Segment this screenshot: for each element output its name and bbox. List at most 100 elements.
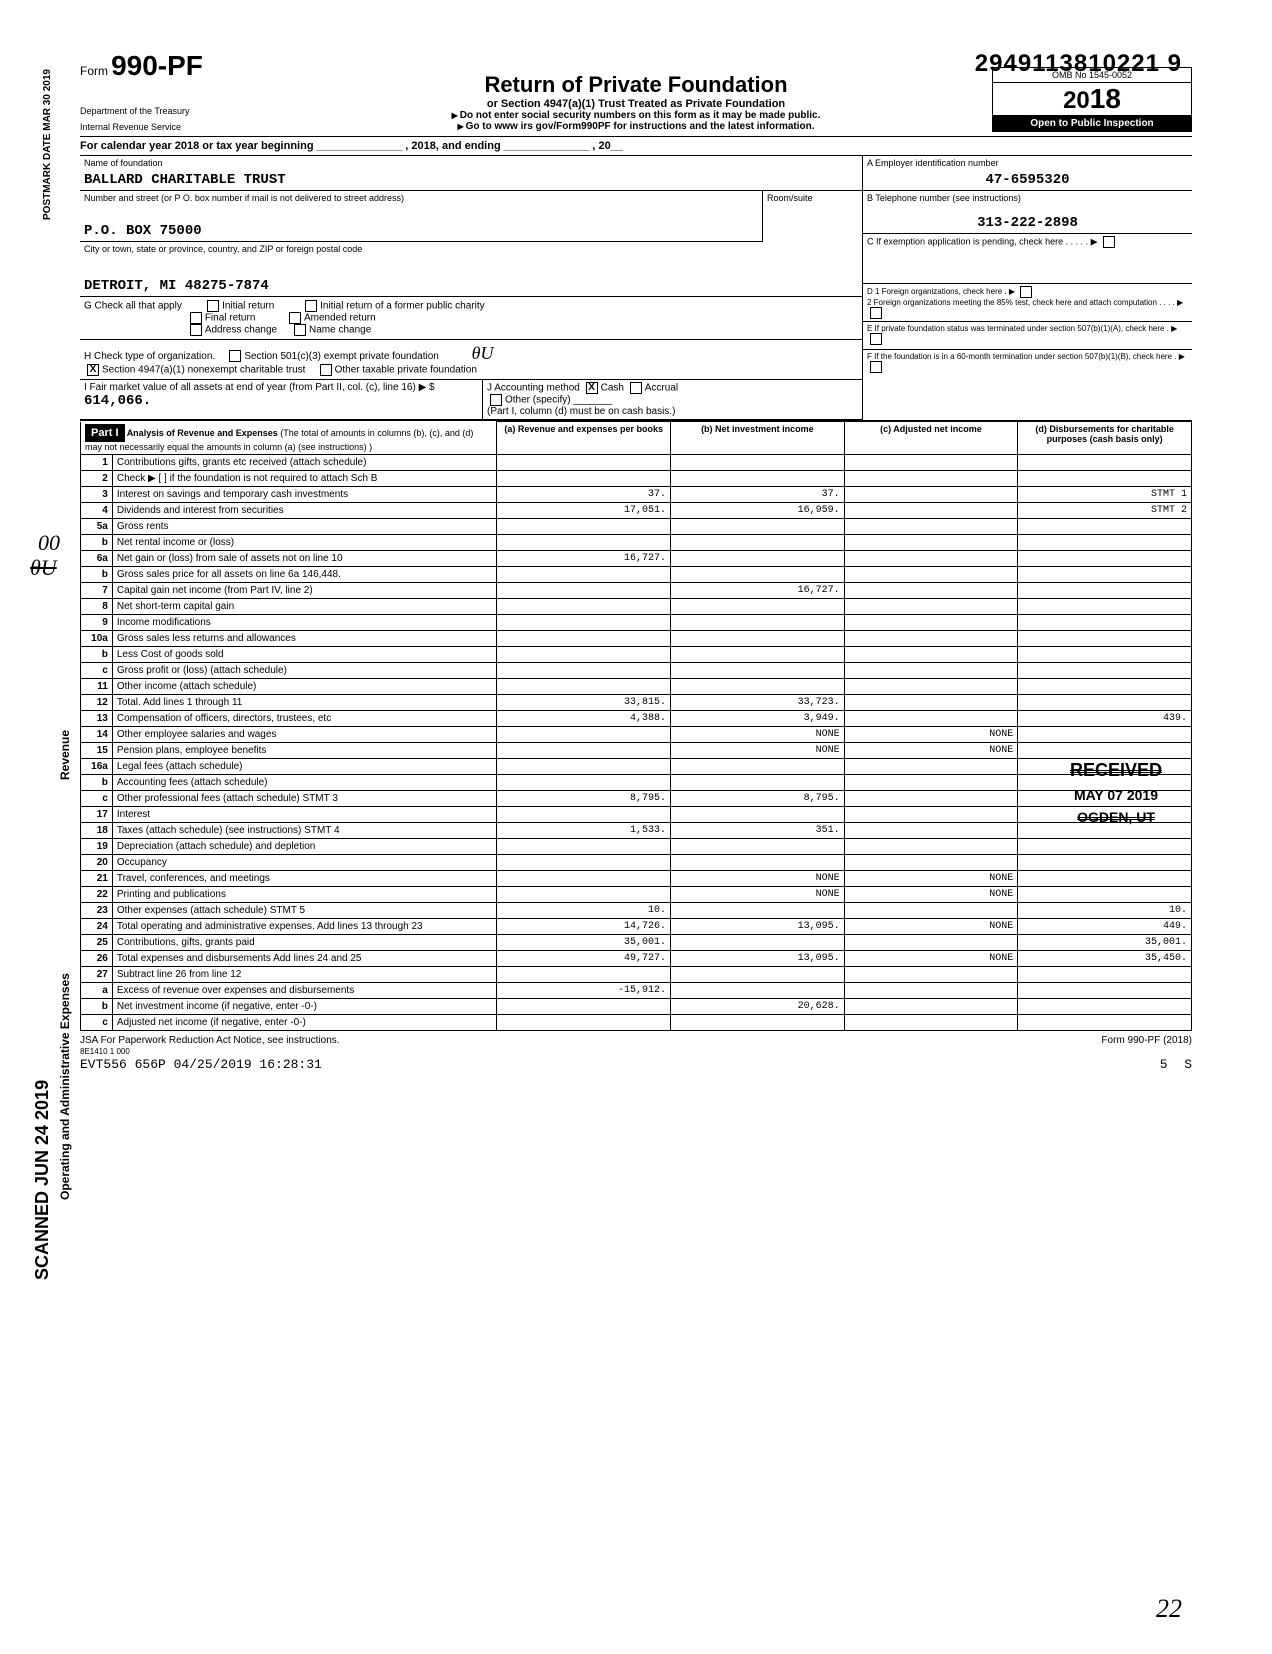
initial-former-checkbox[interactable]	[305, 300, 317, 312]
table-row: bLess Cost of goods sold	[81, 646, 1192, 662]
row-number: 22	[81, 886, 113, 902]
row-col-d: STMT 1	[1018, 486, 1192, 502]
amended-return-checkbox[interactable]	[289, 312, 301, 324]
c-checkbox[interactable]	[1103, 236, 1115, 248]
row-col-d: 35,450.	[1018, 950, 1192, 966]
e-checkbox[interactable]	[870, 333, 882, 345]
d1-checkbox[interactable]	[1020, 286, 1032, 298]
row-col-b: 20,628.	[671, 998, 845, 1014]
row-description: Dividends and interest from securities	[112, 502, 497, 518]
row-col-c	[844, 486, 1018, 502]
row-col-d	[1018, 998, 1192, 1014]
form-title: Return of Private Foundation	[280, 72, 992, 98]
row-col-a: -15,912.	[497, 982, 671, 998]
row-number: 14	[81, 726, 113, 742]
address-change-checkbox[interactable]	[190, 324, 202, 336]
row-col-b	[671, 838, 845, 854]
row-col-c: NONE	[844, 726, 1018, 742]
table-row: 23Other expenses (attach schedule) STMT …	[81, 902, 1192, 918]
c-label: C If exemption application is pending, c…	[867, 236, 1063, 246]
table-row: 2Check ▶ [ ] if the foundation is not re…	[81, 470, 1192, 486]
other-method-checkbox[interactable]	[490, 394, 502, 406]
accrual-checkbox[interactable]	[630, 382, 642, 394]
f-checkbox[interactable]	[870, 361, 882, 373]
d2-label: 2 Foreign organizations meeting the 85% …	[867, 298, 1157, 307]
row-col-a	[497, 998, 671, 1014]
row-col-c	[844, 694, 1018, 710]
form-subtitle: or Section 4947(a)(1) Trust Treated as P…	[280, 98, 992, 110]
row-col-b	[671, 646, 845, 662]
row-col-b: 13,095.	[671, 918, 845, 934]
table-row: 27Subtract line 26 from line 12	[81, 966, 1192, 982]
row-number: 19	[81, 838, 113, 854]
row-col-a: 1,533.	[497, 822, 671, 838]
row-col-b: NONE	[671, 742, 845, 758]
table-row: bNet rental income or (loss)	[81, 534, 1192, 550]
f-label: F If the foundation is in a 60-month ter…	[867, 352, 1172, 361]
row-description: Compensation of officers, directors, tru…	[112, 710, 497, 726]
row-col-b	[671, 550, 845, 566]
initial-return-checkbox[interactable]	[207, 300, 219, 312]
row-col-d	[1018, 518, 1192, 534]
row-col-b	[671, 758, 845, 774]
document-code: 2949113810221 9	[975, 50, 1182, 78]
row-number: c	[81, 662, 113, 678]
row-number: b	[81, 534, 113, 550]
row-col-d: 439.	[1018, 710, 1192, 726]
cash-checkbox[interactable]: X	[586, 382, 598, 394]
row-col-d	[1018, 454, 1192, 470]
row-description: Depreciation (attach schedule) and deple…	[112, 838, 497, 854]
footer-s: S	[1184, 1057, 1192, 1072]
footer-page5: 5	[1160, 1057, 1168, 1072]
scanned-stamp: SCANNED JUN 24 2019	[32, 1080, 53, 1280]
501c3-checkbox[interactable]	[229, 350, 241, 362]
row-col-c	[844, 710, 1018, 726]
row-description: Other income (attach schedule)	[112, 678, 497, 694]
row-description: Subtract line 26 from line 12	[112, 966, 497, 982]
street-label: Number and street (or P O. box number if…	[84, 193, 758, 203]
4947-checkbox[interactable]: X	[87, 364, 99, 376]
name-change-checkbox[interactable]	[294, 324, 306, 336]
form-goto: Go to www irs gov/Form990PF for instruct…	[280, 121, 992, 132]
row-number: 11	[81, 678, 113, 694]
footer: JSA For Paperwork Reduction Act Notice, …	[80, 1035, 1192, 1072]
table-row: cOther professional fees (attach schedul…	[81, 790, 1192, 806]
table-row: bAccounting fees (attach schedule)	[81, 774, 1192, 790]
row-col-c	[844, 790, 1018, 806]
row-col-a	[497, 966, 671, 982]
form-warning: Do not enter social security numbers on …	[280, 110, 992, 121]
row-col-d: STMT 2	[1018, 502, 1192, 518]
row-col-c	[844, 534, 1018, 550]
row-description: Other professional fees (attach schedule…	[112, 790, 497, 806]
row-description: Less Cost of goods sold	[112, 646, 497, 662]
row-col-c: NONE	[844, 950, 1018, 966]
postmark-stamp: POSTMARK DATE MAR 30 2019	[42, 69, 53, 220]
row-col-c	[844, 630, 1018, 646]
row-description: Income modifications	[112, 614, 497, 630]
row-col-c: NONE	[844, 918, 1018, 934]
table-row: 26Total expenses and disbursements Add l…	[81, 950, 1192, 966]
row-col-c	[844, 838, 1018, 854]
row-col-b	[671, 934, 845, 950]
row-col-d	[1018, 470, 1192, 486]
row-col-c	[844, 982, 1018, 998]
d2-checkbox[interactable]	[870, 307, 882, 319]
name-label: Name of foundation	[84, 158, 858, 168]
other-taxable-checkbox[interactable]	[320, 364, 332, 376]
footer-jsa: JSA For Paperwork Reduction Act Notice, …	[80, 1035, 340, 1046]
j-note: (Part I, column (d) must be on cash basi…	[487, 406, 675, 417]
final-return-checkbox[interactable]	[190, 312, 202, 324]
row-col-a: 10.	[497, 902, 671, 918]
row-col-d	[1018, 630, 1192, 646]
row-col-c: NONE	[844, 742, 1018, 758]
row-col-d: 35,001.	[1018, 934, 1192, 950]
row-col-b	[671, 662, 845, 678]
table-row: 13Compensation of officers, directors, t…	[81, 710, 1192, 726]
row-col-b: 3,949.	[671, 710, 845, 726]
row-number: 18	[81, 822, 113, 838]
col-d-header: (d) Disbursements for charitable purpose…	[1018, 422, 1192, 455]
foundation-name: BALLARD CHARITABLE TRUST	[84, 172, 858, 188]
row-col-a	[497, 662, 671, 678]
row-col-a	[497, 454, 671, 470]
table-row: 17Interest	[81, 806, 1192, 822]
